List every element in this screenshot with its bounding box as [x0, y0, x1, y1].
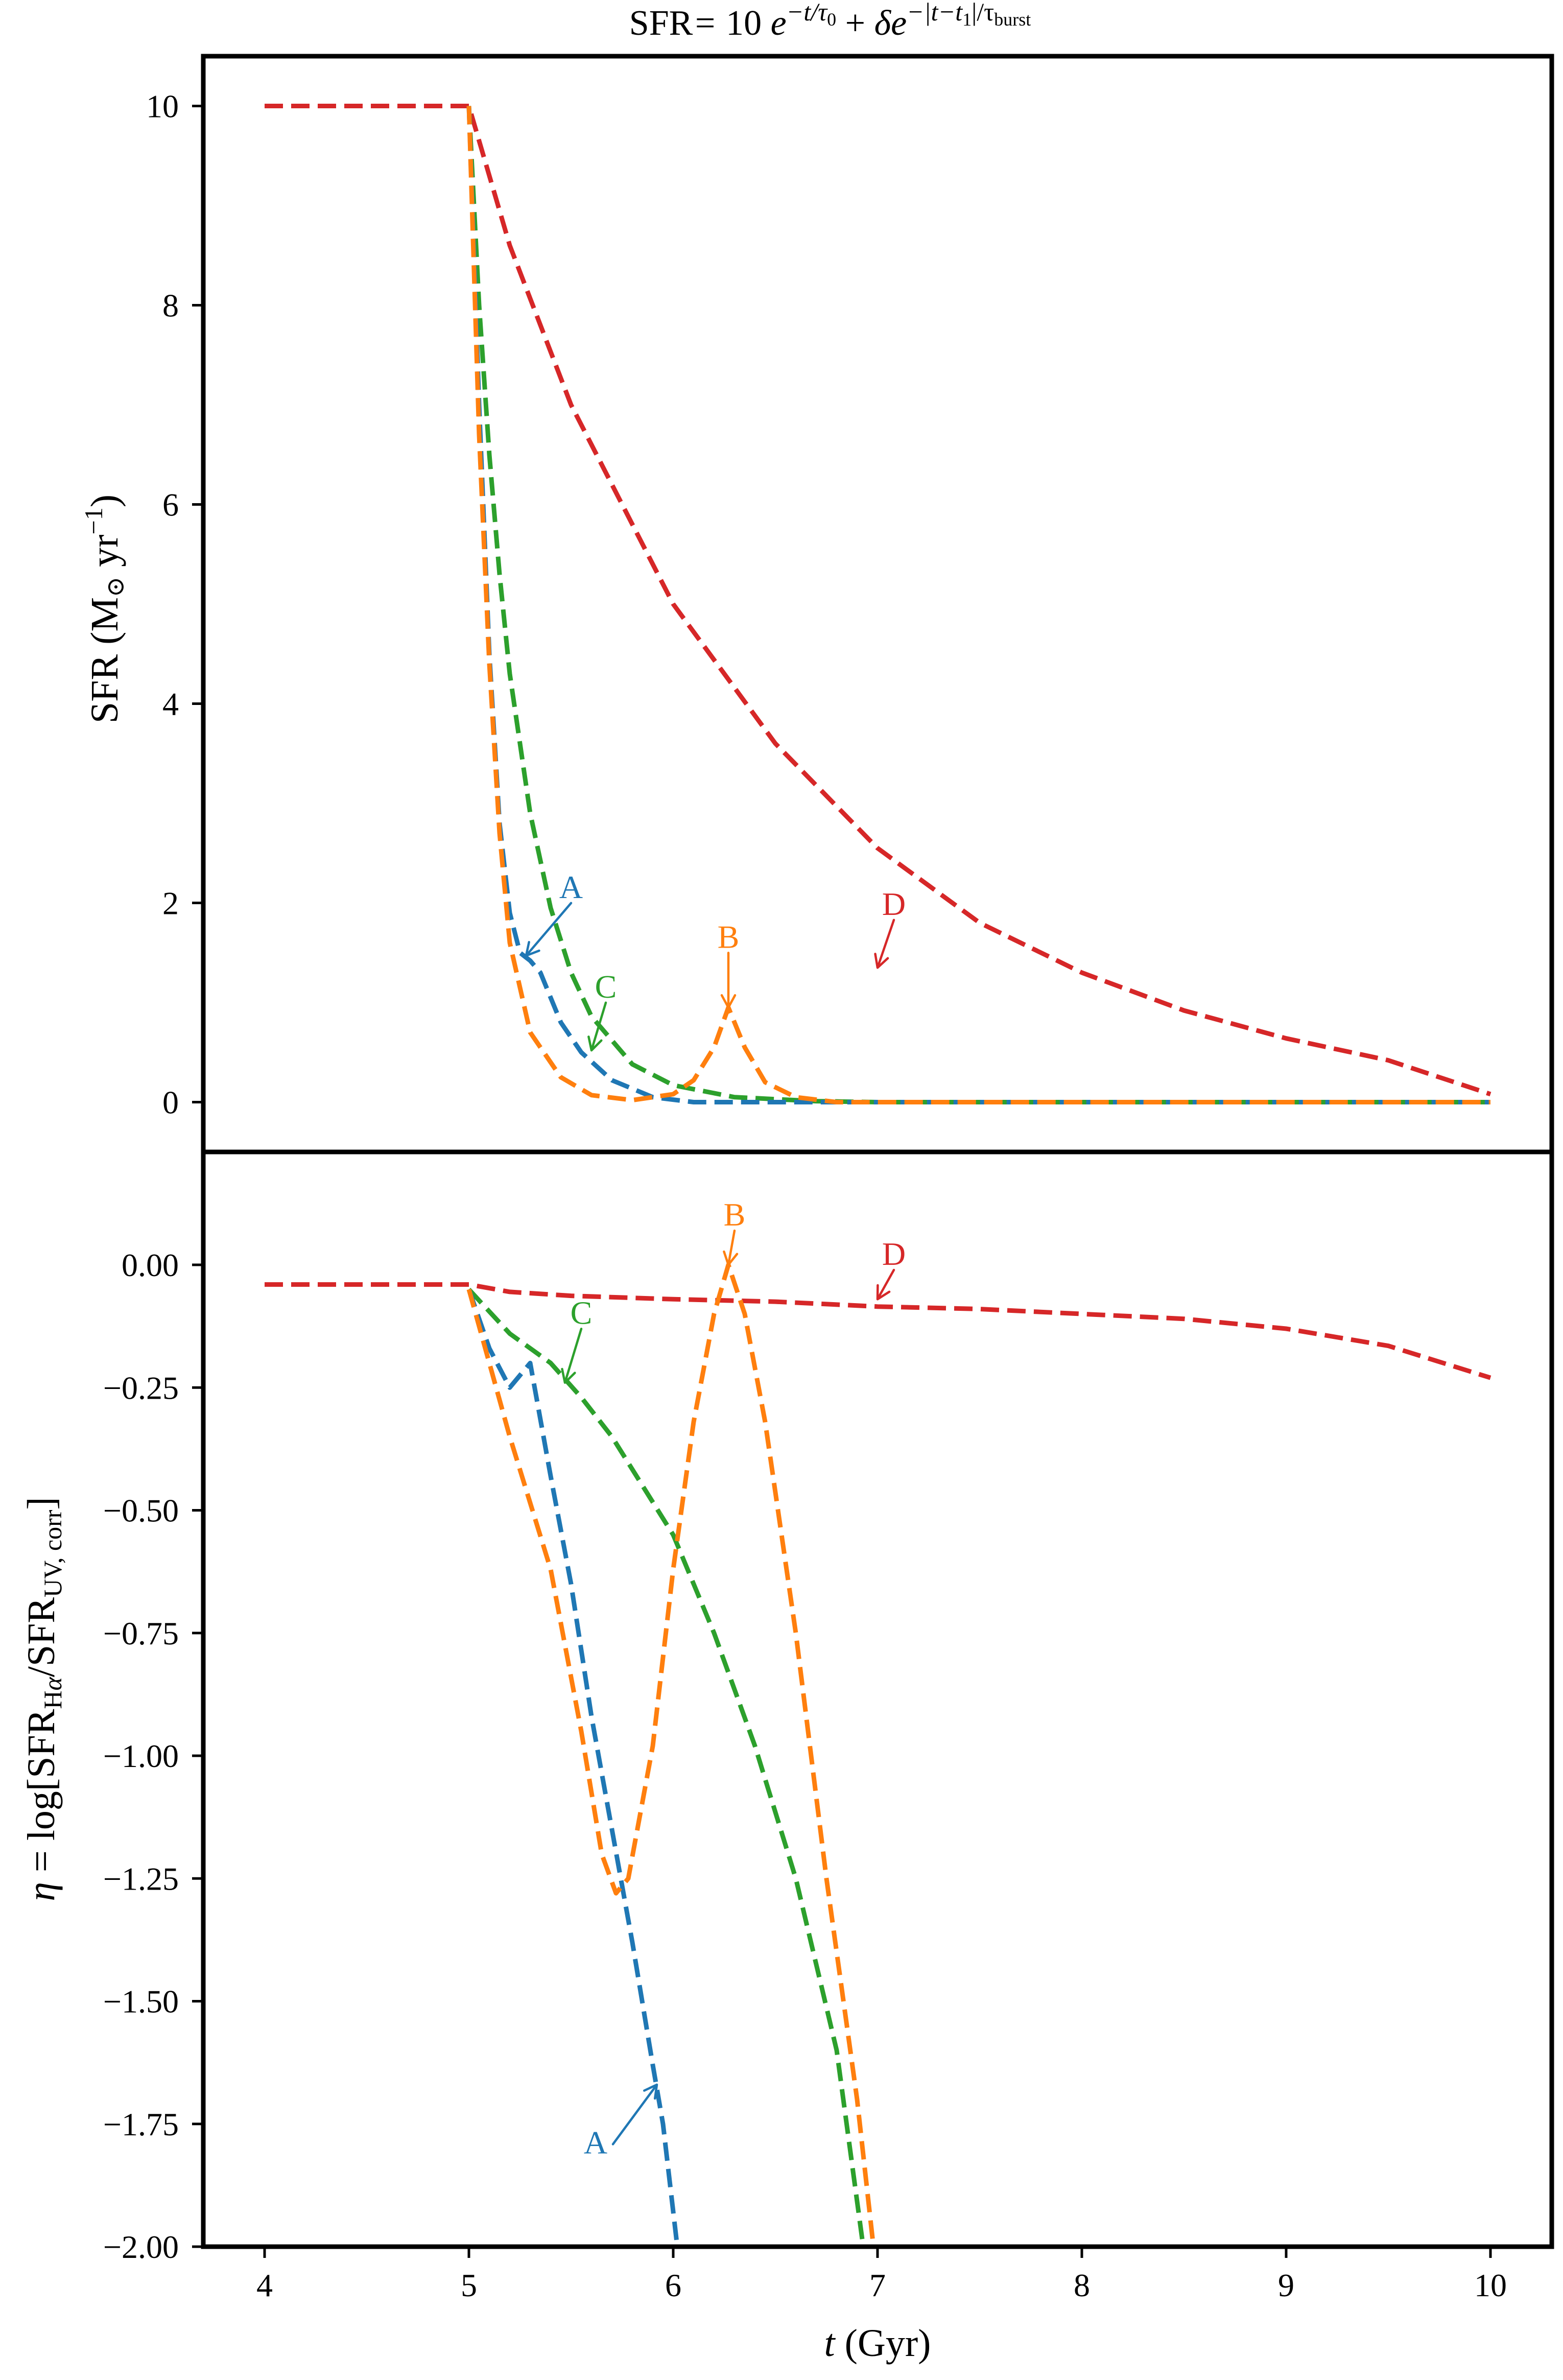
series-c-line — [466, 106, 1490, 1104]
y-tick-label: 8 — [162, 288, 179, 324]
y-tick-label: 6 — [162, 487, 179, 523]
eta-y-ticks: 0.00 −0.25 −0.50 −0.75 −1.00 −1.25 −1.50 −1.75 −… — [103, 1247, 203, 2265]
eta-series — [265, 1262, 1491, 2247]
y-tick-label: 0 — [162, 1085, 179, 1121]
annotation-b-label: B — [724, 1196, 746, 1233]
y-tick-label: 4 — [162, 686, 179, 722]
series-b-line — [466, 1262, 876, 2247]
series-a-line — [466, 1288, 680, 2247]
annotation-c-label: C — [595, 969, 617, 1005]
annotation-d-label: D — [882, 886, 906, 922]
annotation-c-label: C — [571, 1294, 593, 1331]
sfr-panel: 0 2 4 6 8 10 A B C D SFR (M⊙ yr−1) — [79, 54, 1554, 1154]
sfr-y-axis-label: SFR (M⊙ yr−1) — [79, 494, 129, 723]
x-tick-label: 9 — [1278, 2267, 1294, 2303]
annotation-a-label: A — [559, 869, 583, 905]
eta-panel-frame — [201, 1149, 1554, 2249]
y-tick-label: −1.25 — [103, 1860, 179, 1897]
annotation-d-arrow — [876, 1268, 895, 1301]
annotation-d-arrow — [874, 918, 895, 969]
y-tick-label: −1.75 — [103, 2106, 179, 2142]
annotation-a-label: A — [584, 2124, 607, 2160]
x-tick-label: 6 — [665, 2267, 681, 2303]
x-tick-label: 4 — [256, 2267, 273, 2303]
sfr-series — [265, 104, 1491, 1104]
annotation-d-label: D — [882, 1236, 906, 1272]
annotation-c-arrow — [561, 1328, 583, 1384]
y-tick-label: 10 — [146, 88, 179, 125]
x-tick-label: 7 — [869, 2267, 886, 2303]
annotation-b-arrow — [720, 952, 737, 1009]
annotation-b-label: B — [718, 918, 740, 955]
x-axis-label: t (Gyr) — [824, 2322, 931, 2365]
annotation-a-arrow — [525, 902, 573, 957]
y-tick-label: 0.00 — [122, 1247, 179, 1283]
y-tick-label: −1.50 — [103, 1984, 179, 2020]
y-tick-label: −0.50 — [103, 1493, 179, 1529]
annotation-c-arrow — [587, 1001, 607, 1052]
x-axis-ticks: 4 5 6 7 8 9 10 — [256, 2247, 1507, 2303]
y-tick-label: −0.25 — [103, 1370, 179, 1406]
y-tick-label: −0.75 — [103, 1615, 179, 1652]
sfr-panel-frame — [201, 54, 1554, 1154]
series-d-line — [265, 104, 1491, 1097]
x-tick-label: 5 — [461, 2267, 477, 2303]
eta-y-axis-label: η = log[SFRHα/SFRUV, corr] — [20, 1497, 67, 1901]
sfr-y-ticks: 0 2 4 6 8 10 — [146, 88, 203, 1121]
figure-title: SFR= 10 e−t/τ0 + δe−|t−t1|/τburst — [629, 0, 1031, 43]
y-tick-label: −1.00 — [103, 1738, 179, 1774]
series-b-line — [466, 106, 1490, 1104]
x-tick-label: 10 — [1474, 2267, 1507, 2303]
series-a-line — [466, 106, 1490, 1104]
y-tick-label: 2 — [162, 885, 179, 922]
annotation-a-arrow — [611, 2083, 658, 2146]
y-tick-label: −2.00 — [103, 2229, 179, 2265]
sfr-annotations: A B C D — [525, 869, 906, 1052]
series-d-line — [265, 1282, 1491, 1380]
eta-panel: 0.00 −0.25 −0.50 −0.75 −1.00 −1.25 −1.50 −1.75 −… — [20, 1149, 1554, 2265]
x-tick-label: 8 — [1074, 2267, 1090, 2303]
series-c-line — [467, 1288, 866, 2247]
eta-annotations: A B C D — [561, 1196, 906, 2160]
annotation-b-arrow — [723, 1229, 739, 1266]
